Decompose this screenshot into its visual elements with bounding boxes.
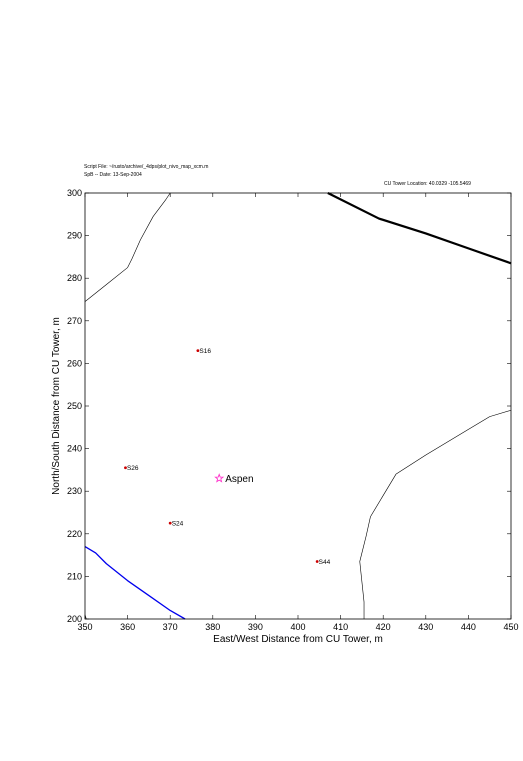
- site-label-s24: S24: [172, 520, 184, 527]
- y-tick-label: 240: [67, 444, 82, 454]
- x-tick-label: 450: [503, 622, 518, 632]
- site-label-s26: S26: [127, 465, 139, 472]
- site-label-s44: S44: [319, 559, 331, 566]
- site-point-s16: [196, 349, 200, 353]
- script-file-text: Script File: ~/rusto/archive/_4dps/plot_…: [84, 164, 209, 170]
- tower-location-text: CU Tower Location: 40.0329 -105.5469: [384, 181, 471, 187]
- y-tick-label: 300: [67, 188, 82, 198]
- x-tick-label: 420: [376, 622, 391, 632]
- x-tick-label: 410: [333, 622, 348, 632]
- x-tick-label: 430: [418, 622, 433, 632]
- map-line-4: [84, 546, 186, 620]
- map-lines: [84, 192, 512, 620]
- plot-frame: [84, 192, 512, 620]
- y-tick-label: 220: [67, 529, 82, 539]
- y-tick-label: 250: [67, 401, 82, 411]
- map-line-1: [84, 192, 171, 302]
- x-tick-label: 400: [290, 622, 305, 632]
- aspen-label: Aspen: [225, 474, 253, 485]
- y-tick-label: 290: [67, 231, 82, 241]
- y-tick-label: 270: [67, 316, 82, 326]
- x-tick-label: 440: [461, 622, 476, 632]
- y-tick-label: 210: [67, 571, 82, 581]
- x-tick-label: 360: [120, 622, 135, 632]
- x-tick-label: 390: [248, 622, 263, 632]
- x-axis-label: East/West Distance from CU Tower, m: [213, 634, 383, 645]
- site-label-s16: S16: [199, 348, 211, 355]
- x-tick-label: 380: [205, 622, 220, 632]
- y-tick-label: 230: [67, 486, 82, 496]
- map-line-2: [359, 409, 512, 619]
- site-point-s26: [124, 466, 127, 470]
- aspen-star-marker: [214, 473, 225, 483]
- y-tick-label: 260: [67, 358, 82, 368]
- site-point-s24: [168, 521, 172, 525]
- site-markers: S16 S26 S24 S44 Aspen: [124, 348, 331, 566]
- x-tick-label: 350: [77, 622, 92, 632]
- y-axis-label: North/South Distance from CU Tower, m: [51, 317, 62, 495]
- site-point-s44: [315, 560, 319, 563]
- map-line-3: [327, 192, 512, 265]
- x-tick-label: 370: [163, 622, 178, 632]
- axis-ticks: 350 360 370 380 390 400 410 420 430 440 450 200 210 2…: [67, 188, 519, 632]
- y-tick-label: 200: [67, 614, 82, 624]
- y-tick-label: 280: [67, 273, 82, 283]
- date-text: SpB -- Date: 13-Sep-2004: [84, 172, 142, 178]
